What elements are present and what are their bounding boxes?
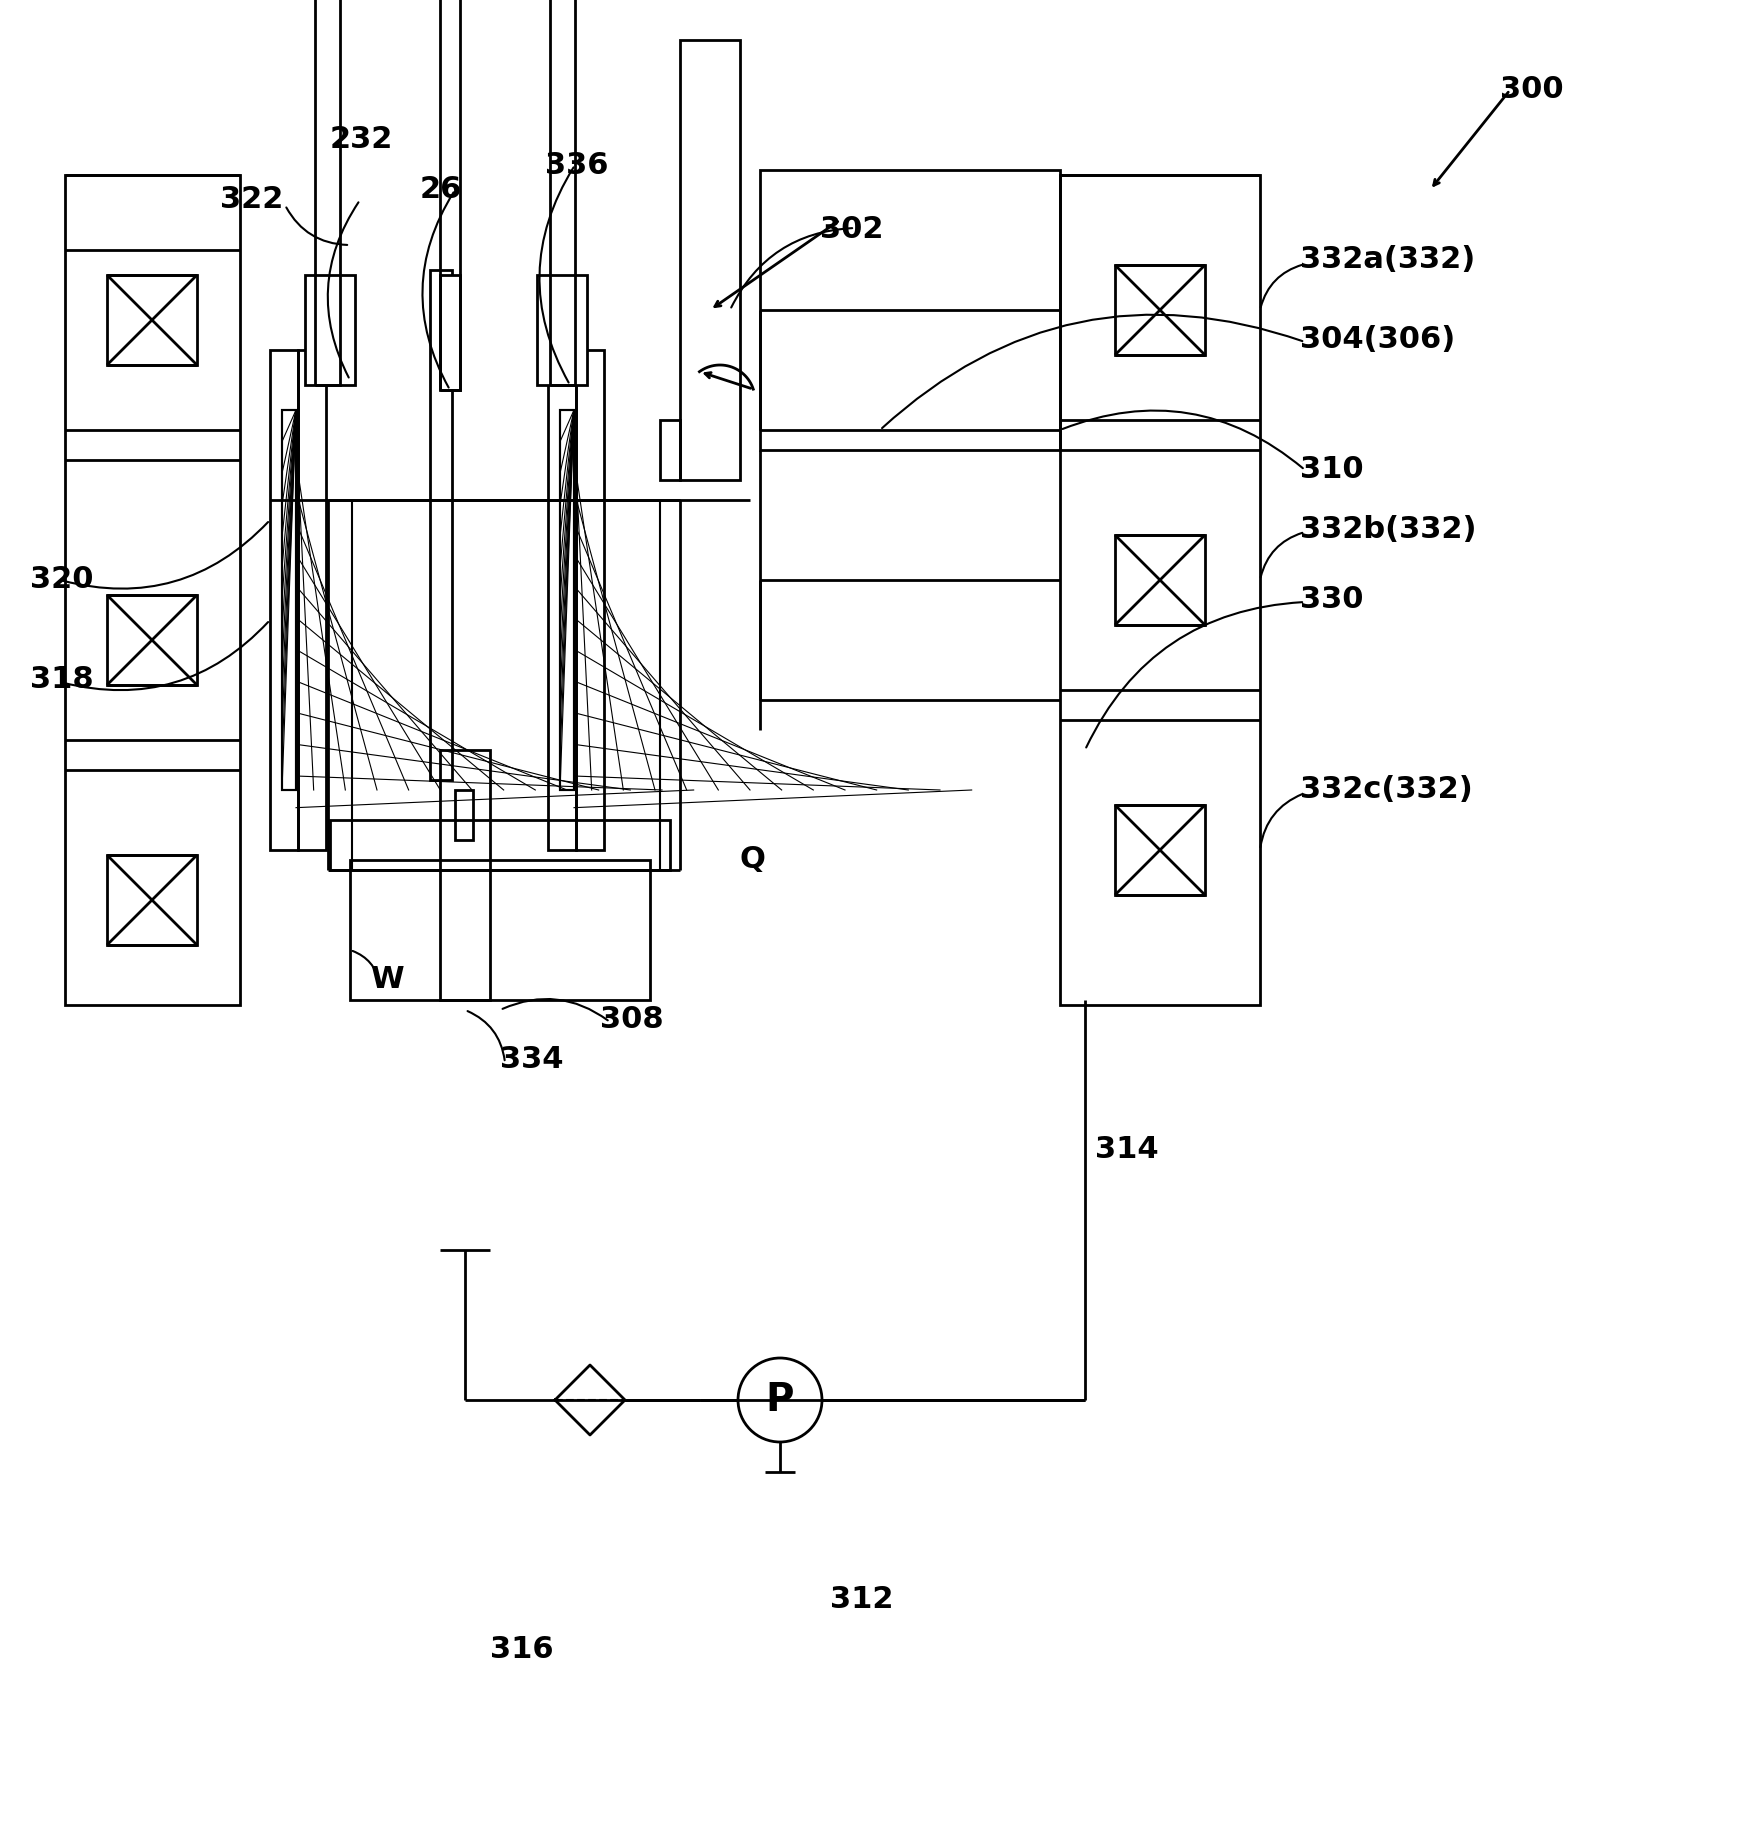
Bar [315,0,339,384]
Bar [440,750,489,1000]
Bar [1115,805,1204,895]
Text: 310: 310 [1299,456,1363,485]
Bar [281,410,295,790]
Text: 312: 312 [830,1586,893,1614]
Text: P: P [766,1380,794,1419]
Bar [454,790,472,840]
Text: 304(306): 304(306) [1299,325,1454,355]
Text: 314: 314 [1094,1136,1157,1165]
Bar [680,40,739,480]
Bar [559,410,573,790]
Text: 318: 318 [30,665,94,695]
Text: 316: 316 [489,1636,554,1665]
Bar [547,349,575,849]
Text: 302: 302 [820,215,883,244]
Bar [1115,535,1204,625]
Bar [269,349,297,849]
Text: 308: 308 [600,1005,662,1035]
Bar [65,175,239,1005]
Text: W: W [371,965,404,994]
Text: 232: 232 [330,125,393,154]
Bar [559,410,573,790]
Bar [350,860,650,1000]
Bar [440,276,460,390]
Text: Q: Q [739,845,766,875]
Bar [297,349,325,849]
Text: 320: 320 [30,566,93,594]
Bar [330,820,669,869]
Bar [549,0,575,384]
Bar [1059,175,1259,1005]
Text: 26: 26 [420,175,461,204]
Bar [430,270,451,779]
Bar [107,596,198,686]
Bar [107,276,198,366]
Text: 300: 300 [1500,75,1563,105]
Bar [1115,265,1204,355]
Text: 330: 330 [1299,586,1363,614]
Bar [304,276,355,384]
Text: 336: 336 [545,151,608,180]
Bar [760,169,1059,450]
Bar [575,349,603,849]
Text: 334: 334 [500,1046,563,1075]
Text: 332a(332): 332a(332) [1299,246,1474,274]
Bar [659,421,680,480]
Bar [440,0,460,390]
Bar [281,410,295,790]
Bar [107,855,198,945]
Text: 332b(332): 332b(332) [1299,515,1475,544]
Text: 332c(332): 332c(332) [1299,776,1472,805]
Text: 322: 322 [220,186,283,215]
Bar [537,276,587,384]
